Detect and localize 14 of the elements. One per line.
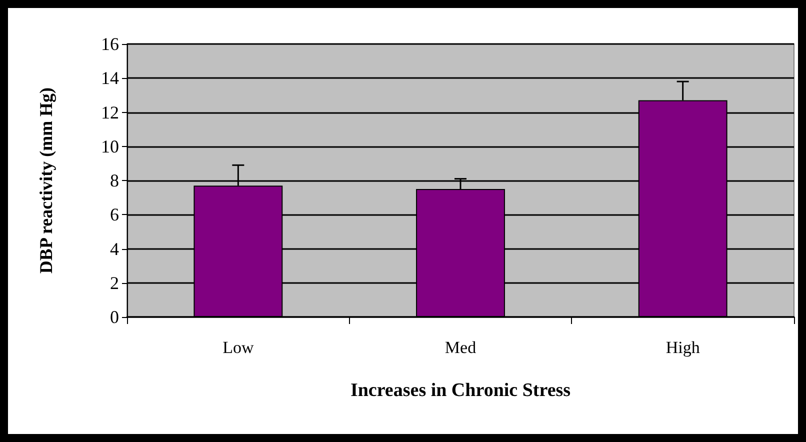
y-tick-label: 4 [110, 238, 119, 259]
x-axis-title: Increases in Chronic Stress [350, 380, 571, 401]
y-tick-label: 8 [110, 170, 119, 190]
y-tick-label: 6 [110, 204, 119, 225]
x-tick-label: Med [444, 338, 477, 357]
y-tick-label: 12 [101, 102, 119, 122]
x-tick-label: Low [222, 338, 254, 357]
y-tick-label: 2 [110, 272, 119, 293]
y-tick-label: 0 [110, 307, 119, 327]
x-tick-label: High [666, 338, 700, 357]
y-axis-title: DBP reactivity (mm Hg) [36, 87, 56, 274]
y-tick-label: 14 [101, 68, 119, 88]
y-tick-label: 10 [101, 136, 119, 156]
y-tick-label: 16 [101, 34, 119, 54]
